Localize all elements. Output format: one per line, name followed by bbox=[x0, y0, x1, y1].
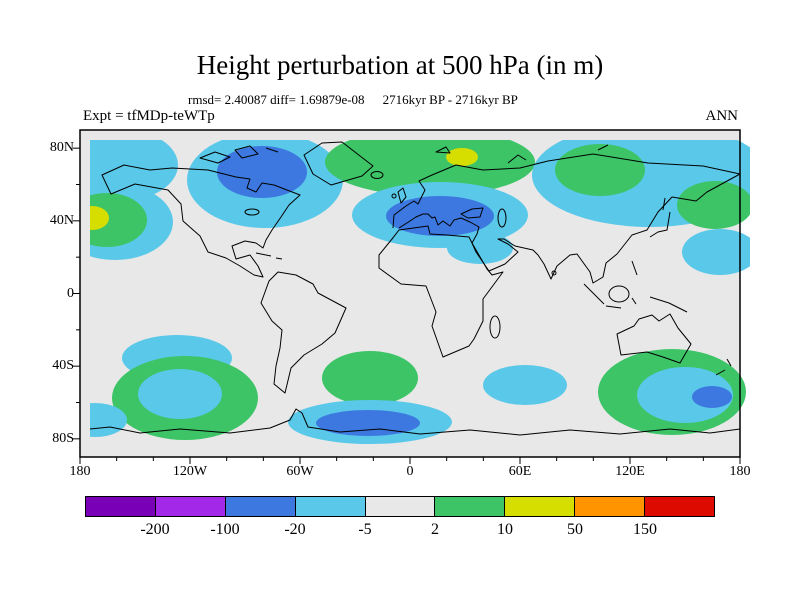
anomaly-patch bbox=[325, 140, 535, 196]
anomaly-patch bbox=[90, 206, 109, 230]
lon-tick-label: 180 bbox=[729, 464, 751, 479]
anomaly-patch bbox=[682, 229, 750, 275]
colorbar-segment bbox=[365, 497, 436, 516]
anomaly-patch bbox=[322, 351, 418, 405]
colorbar-segment bbox=[86, 497, 156, 516]
anomaly-patch bbox=[677, 181, 750, 229]
lat-tick-label: 0 bbox=[67, 285, 74, 301]
anomaly-patch bbox=[217, 146, 307, 198]
lat-tick-label: 40N bbox=[49, 212, 74, 228]
lat-tick-label: 40S bbox=[52, 358, 74, 374]
page-title: Height perturbation at 500 hPa (in m) bbox=[196, 50, 604, 80]
anomaly-patch bbox=[483, 365, 567, 405]
colorbar-level-label: -100 bbox=[210, 521, 240, 538]
anomaly-patch bbox=[692, 386, 732, 408]
season-label: ANN bbox=[705, 108, 739, 124]
colorbar-segment bbox=[225, 497, 296, 516]
colorbar-segment bbox=[435, 497, 506, 516]
colorbar-level-label: -5 bbox=[358, 521, 372, 538]
rmsd-diff-text: rmsd= 2.40087 diff= 1.69879e-08 bbox=[188, 92, 365, 107]
anomaly-patch bbox=[637, 367, 733, 423]
anomaly-patch bbox=[555, 144, 645, 196]
lon-tick-label: 0 bbox=[406, 464, 414, 479]
colorbar-level-label: 10 bbox=[497, 521, 513, 538]
lon-tick-label: 120E bbox=[615, 464, 645, 479]
colorbar-level-label: -20 bbox=[284, 521, 306, 538]
coastlines bbox=[90, 141, 741, 436]
colorbar-level-label: 2 bbox=[431, 521, 439, 538]
lon-tick-label: 60E bbox=[508, 464, 532, 479]
anomaly-patch bbox=[138, 369, 222, 419]
lat-tick-label: 80N bbox=[49, 140, 74, 156]
anomaly-patch bbox=[446, 148, 478, 166]
stats-row: rmsd= 2.40087 diff= 1.69879e-08 2716kyr B… bbox=[188, 92, 518, 108]
colorbar-segment bbox=[645, 497, 715, 516]
anomaly-contours bbox=[90, 140, 750, 444]
colorbar-segment bbox=[505, 497, 576, 516]
colorbar-segment bbox=[575, 497, 646, 516]
colorbar-segment bbox=[155, 497, 226, 516]
colorbar-segment bbox=[295, 497, 366, 516]
world-map bbox=[73, 129, 750, 464]
map-frame bbox=[79, 129, 741, 458]
anomaly-patch bbox=[90, 193, 147, 247]
lon-tick-label: 60W bbox=[286, 464, 314, 479]
anomaly-patch bbox=[316, 410, 420, 436]
lon-tick-label: 120W bbox=[172, 464, 208, 479]
experiment-label: Expt = tfMDp-teWTp bbox=[83, 108, 215, 124]
lat-tick-label: 80S bbox=[52, 430, 74, 446]
colorbar-level-label: 150 bbox=[633, 521, 657, 538]
lon-tick-label: 180 bbox=[69, 464, 91, 479]
colorbar-level-label: 50 bbox=[567, 521, 583, 538]
colorbar-level-label: -200 bbox=[140, 521, 170, 538]
anomaly-patch bbox=[447, 232, 513, 264]
period-text: 2716kyr BP - 2716kyr BP bbox=[382, 92, 518, 107]
anomaly-patch bbox=[386, 196, 494, 236]
colorbar bbox=[85, 496, 715, 517]
